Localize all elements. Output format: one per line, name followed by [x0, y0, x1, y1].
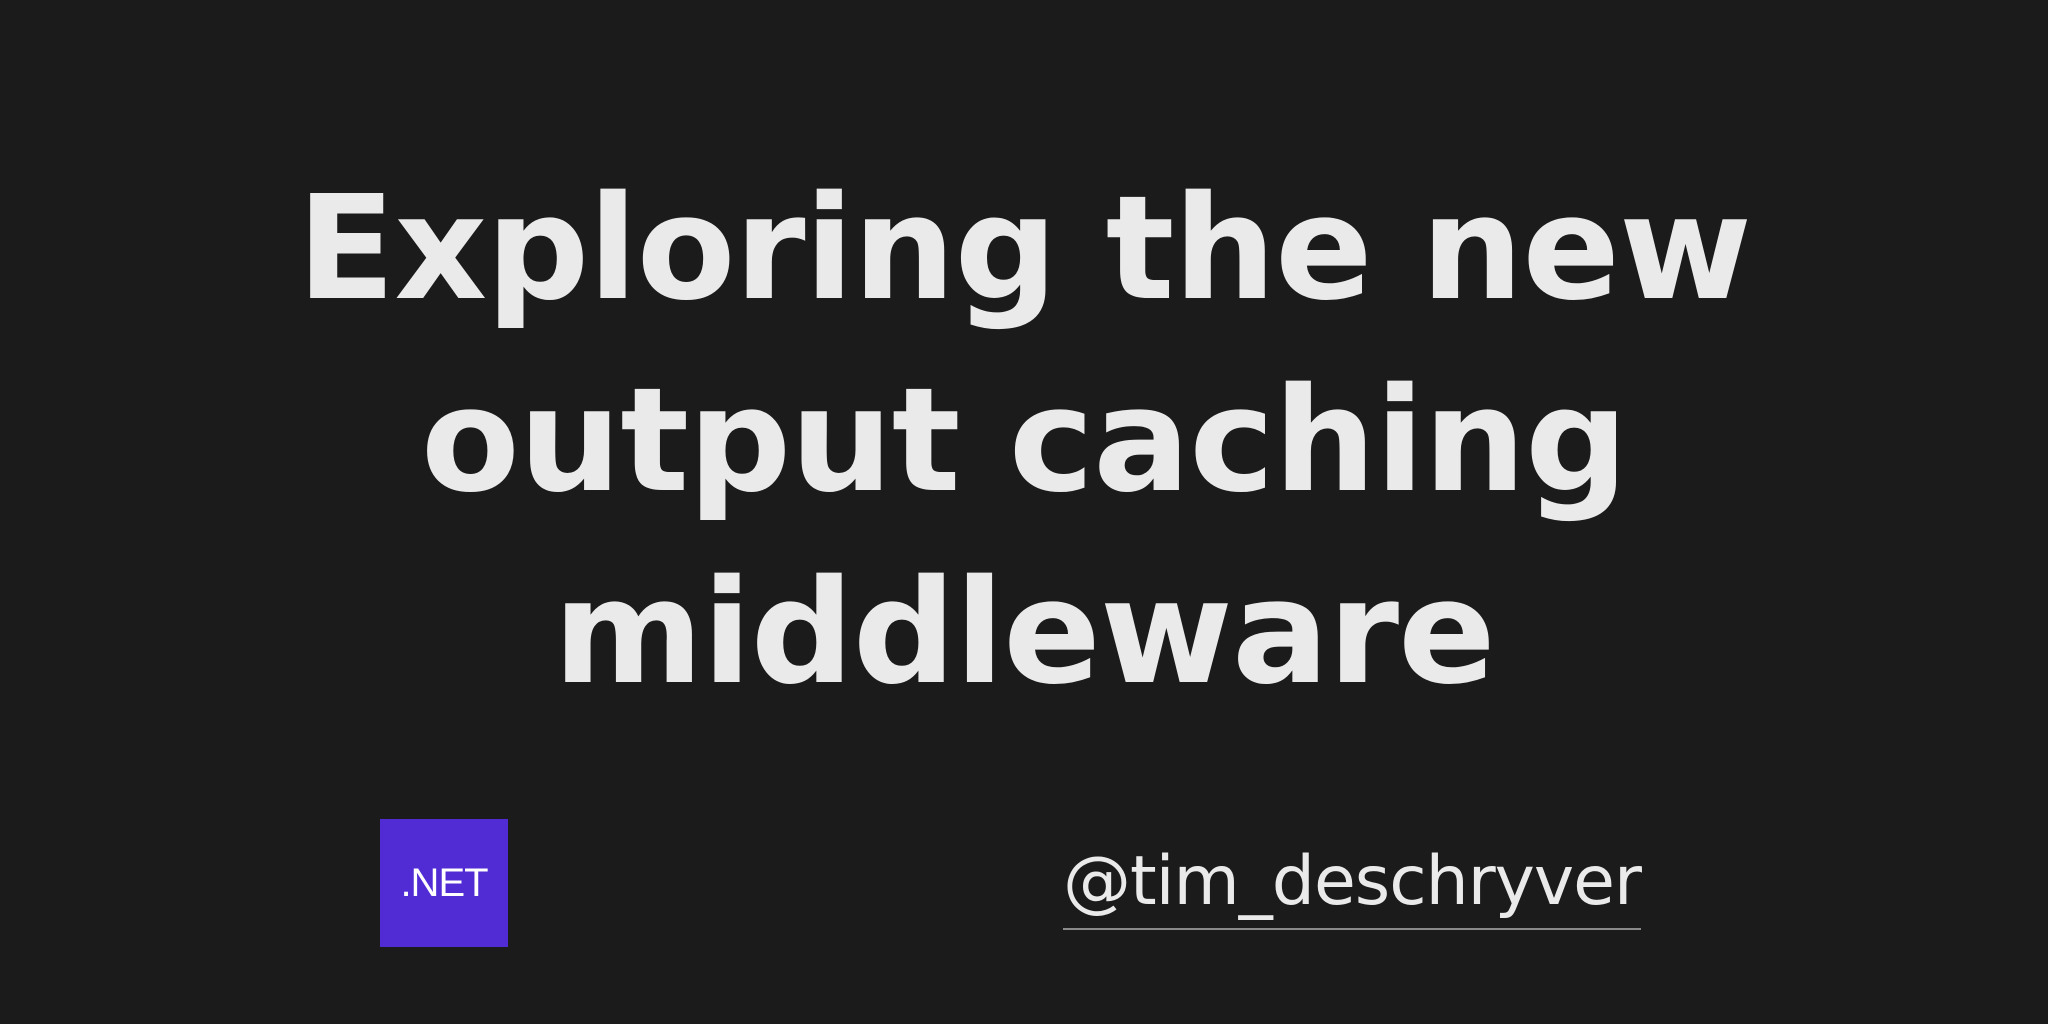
- title-line-1: Exploring the new: [296, 164, 1752, 332]
- dotnet-logo: .NET: [380, 819, 508, 947]
- title-line-3: middleware: [553, 548, 1495, 716]
- dotnet-logo-label: .NET: [400, 861, 488, 905]
- author-handle-link[interactable]: @tim_deschryver: [1063, 842, 1642, 930]
- page-title: Exploring the new output caching middlew…: [224, 152, 1824, 728]
- title-line-2: output caching: [420, 356, 1628, 524]
